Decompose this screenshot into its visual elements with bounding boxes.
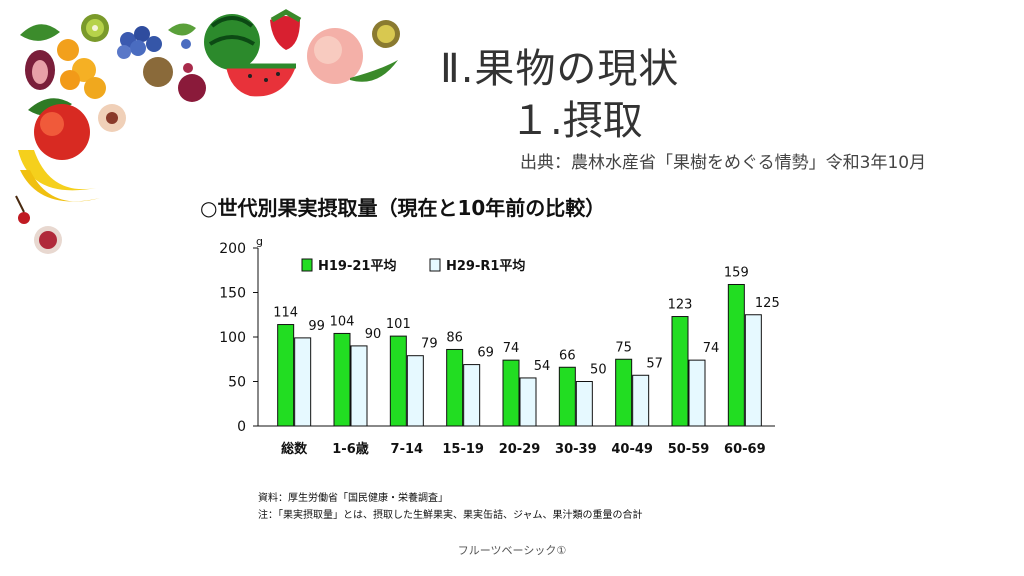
orange-icon bbox=[57, 39, 106, 99]
x-tick-label: 30-39 bbox=[555, 442, 597, 457]
data-label: 114 bbox=[273, 306, 298, 321]
data-label: 90 bbox=[365, 327, 382, 342]
kiwi-slice-icon bbox=[372, 20, 400, 48]
chart-title: ○世代別果実摂取量（現在と10年前の比較） bbox=[200, 196, 606, 220]
apple-icon bbox=[34, 104, 126, 160]
data-label: 54 bbox=[534, 359, 551, 374]
bar bbox=[389, 335, 407, 427]
chart-notes: 資料：厚生労働省「国民健康・栄養調査」 注：「果実摂取量」とは、摂取した生鮮果実… bbox=[258, 490, 643, 524]
bar bbox=[406, 355, 424, 427]
bar bbox=[688, 359, 706, 427]
bar bbox=[671, 316, 689, 427]
page-title-line2: １.摂取 bbox=[510, 98, 643, 144]
y-tick-label: 50 bbox=[228, 375, 246, 391]
legend-label: H29-R1平均 bbox=[446, 258, 525, 274]
legend-swatch bbox=[301, 258, 313, 272]
data-label: 57 bbox=[646, 356, 663, 371]
bar bbox=[744, 314, 762, 427]
bar bbox=[519, 377, 537, 427]
data-label: 86 bbox=[446, 330, 463, 345]
fruit-illustration bbox=[15, 9, 400, 254]
bar bbox=[502, 359, 520, 427]
grape-leaf-icon bbox=[168, 23, 196, 36]
bar bbox=[294, 337, 312, 427]
blueberry-icon bbox=[117, 26, 191, 59]
kiwi-icon bbox=[81, 14, 109, 42]
x-tick-label: 60-69 bbox=[724, 442, 766, 457]
y-axis-unit: g bbox=[256, 235, 263, 248]
bar bbox=[446, 348, 464, 427]
data-label: 99 bbox=[308, 319, 325, 334]
x-tick-label: 40-49 bbox=[611, 442, 653, 457]
y-tick-label: 100 bbox=[219, 330, 246, 346]
data-label: 75 bbox=[615, 340, 632, 355]
data-label: 123 bbox=[668, 298, 693, 313]
fig-icon bbox=[25, 50, 55, 90]
data-label: 69 bbox=[477, 346, 494, 361]
data-label: 101 bbox=[386, 317, 411, 332]
y-tick-label: 150 bbox=[219, 286, 246, 302]
x-tick-label: 総数 bbox=[281, 441, 308, 457]
data-label: 79 bbox=[421, 337, 438, 352]
lychee-icon bbox=[34, 226, 62, 254]
bar bbox=[350, 345, 368, 427]
x-tick-label: 1-6歳 bbox=[332, 441, 369, 457]
x-tick-label: 15-19 bbox=[442, 442, 484, 457]
x-tick-label: 50-59 bbox=[668, 442, 710, 457]
cherry-icon bbox=[15, 195, 30, 224]
bar bbox=[463, 364, 481, 427]
data-label: 104 bbox=[330, 314, 355, 329]
x-tick-label: 7-14 bbox=[391, 442, 424, 457]
bar bbox=[575, 381, 593, 427]
bar bbox=[632, 374, 650, 427]
note-definition: 注：「果実摂取量」とは、摂取した生鮮果実、果実缶詰、ジャム、果汁類の重量の合計 bbox=[258, 510, 643, 521]
note-source: 資料：厚生労働省「国民健康・栄養調査」 bbox=[258, 493, 448, 504]
data-label: 50 bbox=[590, 363, 607, 378]
legend-swatch bbox=[429, 258, 441, 272]
data-label: 66 bbox=[559, 348, 576, 363]
data-label: 74 bbox=[503, 341, 520, 356]
peach-icon bbox=[307, 28, 398, 84]
bar bbox=[333, 332, 351, 427]
legend-label: H19-21平均 bbox=[318, 258, 396, 274]
grape-icon bbox=[143, 57, 206, 102]
watermelon-icon bbox=[204, 14, 296, 97]
page-title-line1: Ⅱ.果物の現状 bbox=[440, 46, 680, 92]
bar bbox=[727, 283, 745, 427]
bar bbox=[615, 358, 633, 427]
data-label: 74 bbox=[703, 341, 720, 356]
slide-footer: フルーツベーシック① bbox=[457, 544, 567, 557]
strawberry-icon bbox=[270, 9, 302, 50]
y-tick-label: 0 bbox=[237, 419, 246, 435]
y-tick-label: 200 bbox=[219, 241, 246, 257]
data-label: 159 bbox=[724, 265, 749, 280]
bar bbox=[277, 324, 295, 427]
x-tick-label: 20-29 bbox=[499, 442, 541, 457]
banana-icon bbox=[18, 150, 100, 202]
source-citation: 出典：農林水産省「果樹をめぐる情勢」令和3年10月 bbox=[520, 153, 927, 173]
data-label: 125 bbox=[755, 296, 780, 311]
bar bbox=[558, 366, 576, 427]
bar-chart: 0 50 100 150 200 g 114 99 総数 104 90 1-6歳 101 79 7-14 86… bbox=[219, 235, 780, 457]
